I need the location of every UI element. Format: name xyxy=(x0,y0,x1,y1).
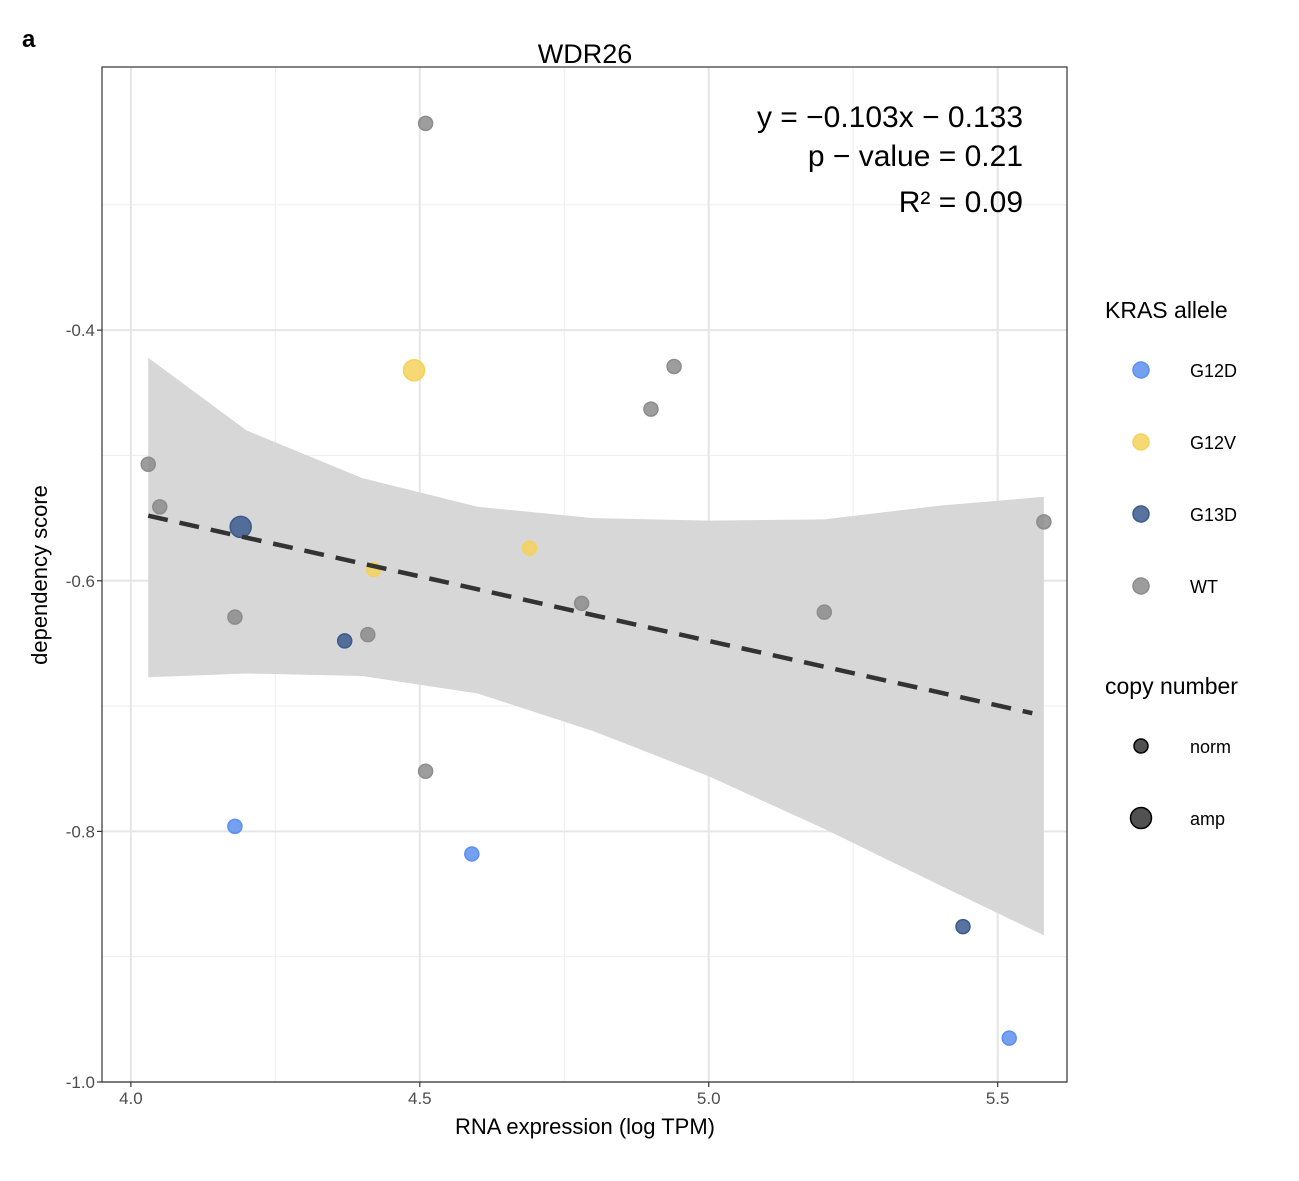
data-point-wt xyxy=(573,595,590,612)
regression-line xyxy=(147,513,1033,716)
legend-label-wt: WT xyxy=(1190,577,1218,597)
data-point-g13d xyxy=(229,515,252,539)
plot-area: 4.0 4.5 5.0 5.5 -1.0 -0.8 -0.6 -0.4 xyxy=(66,66,1068,1108)
data-point-g12d xyxy=(227,818,243,835)
legend-color-title: KRAS allele xyxy=(1105,297,1228,323)
fit-equation: y = −0.103x − 0.133 xyxy=(757,101,1023,134)
legend-label-g12v: G12V xyxy=(1190,433,1236,453)
legend-size-title: copy number xyxy=(1105,673,1238,699)
x-tick-label: 4.0 xyxy=(119,1089,143,1108)
legend-key-g13d xyxy=(1132,505,1150,523)
y-axis-title: dependency score xyxy=(27,485,52,665)
legend-key-g12v xyxy=(1132,433,1150,451)
data-point-wt xyxy=(152,499,168,515)
data-point-g12d xyxy=(1001,1030,1017,1046)
x-tick-label: 4.5 xyxy=(408,1089,432,1108)
data-point-wt xyxy=(140,456,156,472)
data-point-g13d xyxy=(955,918,971,935)
data-point-wt xyxy=(1036,514,1052,530)
legend-label-g12d: G12D xyxy=(1190,361,1237,381)
x-axis-title: RNA expression (log TPM) xyxy=(455,1114,715,1139)
legend-key-norm xyxy=(1133,738,1149,754)
data-point-g12v xyxy=(402,358,426,382)
chart-title: WDR26 xyxy=(538,39,633,69)
y-tick-label: -0.4 xyxy=(66,321,95,340)
data-point-g12d xyxy=(464,846,480,862)
data-point-g12v xyxy=(521,540,538,556)
legend: KRAS allele copy number G12D G12V G13D WT no… xyxy=(1105,297,1238,830)
legend-key-g12d xyxy=(1132,361,1150,379)
y-tick-label: -1.0 xyxy=(66,1073,95,1092)
y-tick-label: -0.6 xyxy=(66,572,95,591)
legend-key-amp xyxy=(1129,806,1153,830)
y-tick-label: -0.8 xyxy=(66,822,95,841)
legend-label-norm: norm xyxy=(1190,737,1231,757)
x-tick-label: 5.0 xyxy=(697,1089,721,1108)
legend-label-amp: amp xyxy=(1190,809,1225,829)
confidence-band xyxy=(148,357,1044,936)
fit-r-squared: R² = 0.09 xyxy=(899,186,1023,219)
data-point-wt xyxy=(417,763,434,779)
panel-label: a xyxy=(22,26,36,53)
plot-border xyxy=(101,66,1068,1083)
x-tick-label: 5.5 xyxy=(986,1089,1010,1108)
data-point-wt xyxy=(643,401,659,417)
data-point-wt xyxy=(227,609,243,625)
data-point-g13d xyxy=(336,633,353,649)
fit-pvalue: p − value = 0.21 xyxy=(808,140,1023,173)
legend-label-g13d: G13D xyxy=(1190,505,1237,525)
data-point-wt xyxy=(816,604,833,620)
data-point-wt xyxy=(666,358,682,375)
legend-key-wt xyxy=(1132,577,1150,595)
data-point-wt xyxy=(360,626,376,643)
data-point-wt xyxy=(417,115,434,132)
